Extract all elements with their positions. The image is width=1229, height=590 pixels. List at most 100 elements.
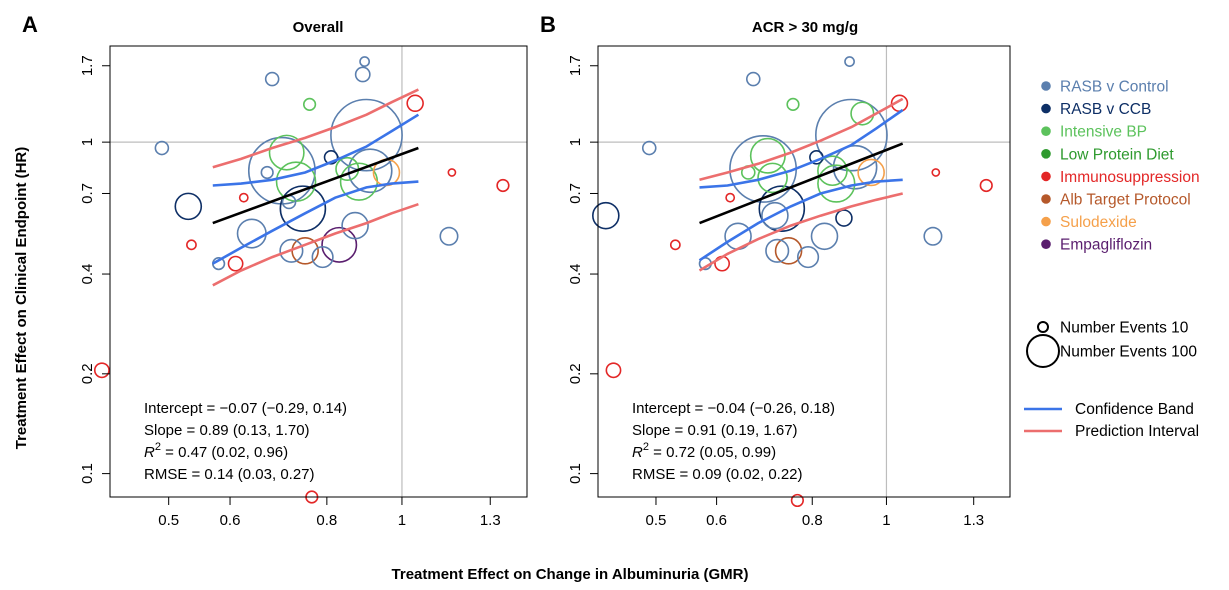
data-point (641, 140, 657, 156)
regression-line (699, 142, 904, 225)
stat-symbol: R (144, 444, 155, 461)
data-point (236, 218, 267, 249)
data-point (279, 185, 327, 232)
panel-title: Overall (293, 19, 344, 36)
y-axis-label: Treatment Effect on Clinical Endpoint (H… (13, 147, 30, 450)
data-point (439, 226, 459, 246)
y-tick-label: 0.7 (567, 183, 584, 204)
data-point (264, 71, 280, 87)
panels: A Overall 0.5 0.6 0.8 1 1.3 0.1 0.2 0.4 0.7 1 1.7 Int… (22, 12, 1011, 529)
data-point (774, 237, 803, 265)
data-point (979, 178, 993, 193)
y-tick-label: 1 (79, 138, 96, 146)
y-tick-label: 0.1 (567, 463, 584, 484)
data-point (815, 98, 888, 172)
data-point (745, 71, 761, 87)
legend-marker (1041, 194, 1051, 204)
data-point (359, 56, 371, 67)
data-point (923, 226, 943, 246)
data-point (605, 362, 622, 379)
legend-line-label: Confidence Band (1075, 401, 1194, 418)
y-tick-label: 0.2 (567, 363, 584, 384)
data-point (247, 136, 316, 205)
y-tick-label: 0.2 (79, 363, 96, 384)
data-point (496, 178, 510, 193)
x-axis-label: Treatment Effect on Change in Albuminuri… (392, 566, 749, 583)
panel-label: B (540, 12, 556, 37)
legend-item-label: Low Protein Diet (1060, 146, 1174, 163)
data-point (186, 239, 197, 251)
data-point (174, 192, 203, 221)
legend-size-label: Number Events 100 (1060, 344, 1197, 361)
legend-marker (1041, 171, 1051, 182)
confidence-band-lower (698, 178, 903, 262)
y-tick-label: 1.7 (567, 55, 584, 76)
data-point (279, 238, 304, 263)
stat-line: RMSE = 0.09 (0.02, 0.22) (632, 466, 803, 483)
data-point (758, 185, 806, 232)
data-point (761, 201, 789, 230)
legend-marker (1041, 126, 1051, 136)
data-point (341, 211, 369, 240)
x-tick-label: 0.8 (316, 512, 337, 529)
data-point (757, 162, 788, 194)
y-tick-label: 0.1 (79, 463, 96, 484)
confidence-band-upper (699, 108, 904, 189)
legend-item-label: Empagliflozin (1060, 237, 1152, 254)
data-point (354, 66, 371, 83)
data-point (447, 168, 457, 177)
confidence-band-lower (212, 180, 419, 265)
stat-line: Intercept = −0.07 (−0.29, 0.14) (144, 400, 347, 417)
data-point (406, 94, 424, 113)
x-tick-label: 0.6 (220, 512, 241, 529)
data-point (669, 239, 681, 251)
legend: RASB v Control RASB v CCB Intensive BP Low … (1024, 79, 1200, 440)
data-point (796, 246, 820, 269)
panel-b: B ACR > 30 mg/g 0.5 0.6 0.8 1 1.3 0.1 0.2 0.4 0.7 1… (540, 12, 1011, 529)
legend-marker (1041, 103, 1051, 114)
stat-line: Slope = 0.89 (0.13, 1.70) (144, 422, 310, 439)
x-tick-label: 0.5 (158, 512, 179, 529)
y-tick-label: 0.4 (567, 264, 584, 285)
data-point (323, 150, 339, 165)
data-point (817, 164, 856, 203)
legend-item-label: Sulodexide (1060, 214, 1137, 231)
x-tick-label: 1.3 (963, 512, 984, 529)
data-point (844, 56, 855, 67)
data-point (765, 238, 790, 263)
data-point (238, 192, 249, 203)
data-point (302, 97, 317, 111)
legend-line-label: Prediction Interval (1075, 423, 1199, 440)
stat-value: = 0.72 (0.05, 0.99) (649, 444, 776, 461)
stat-line: R2 = 0.72 (0.05, 0.99) (632, 441, 776, 461)
stat-line: Intercept = −0.04 (−0.26, 0.18) (632, 400, 835, 417)
legend-item-label: RASB v CCB (1060, 101, 1151, 118)
data-point (725, 192, 736, 203)
data-point (817, 155, 848, 187)
stat-value: = 0.47 (0.02, 0.96) (161, 444, 288, 461)
x-tick-label: 1 (398, 512, 406, 529)
prediction-interval-upper (212, 88, 419, 169)
stat-line: Slope = 0.91 (0.19, 1.67) (632, 422, 798, 439)
regression-line (212, 146, 419, 225)
data-point (311, 246, 334, 269)
panel-a: A Overall 0.5 0.6 0.8 1 1.3 0.1 0.2 0.4 0.7 1 1.7 Int… (22, 12, 528, 529)
legend-item-label: Alb Target Protocol (1060, 192, 1191, 209)
data-point (321, 226, 358, 263)
y-tick-label: 1 (567, 138, 584, 146)
data-point (154, 140, 170, 156)
plot-frame (597, 45, 1011, 498)
data-point (212, 257, 226, 271)
x-tick-label: 0.5 (646, 512, 667, 529)
legend-marker (1041, 239, 1051, 249)
x-tick-label: 0.6 (706, 512, 727, 529)
y-tick-label: 0.4 (79, 264, 96, 285)
legend-size-label: Number Events 10 (1060, 320, 1189, 337)
y-tick-label: 1.7 (79, 55, 96, 76)
data-point (275, 161, 317, 202)
prediction-interval-lower (698, 192, 904, 272)
data-point (810, 222, 839, 251)
x-tick-label: 1 (882, 512, 890, 529)
prediction-interval-lower (212, 202, 419, 287)
